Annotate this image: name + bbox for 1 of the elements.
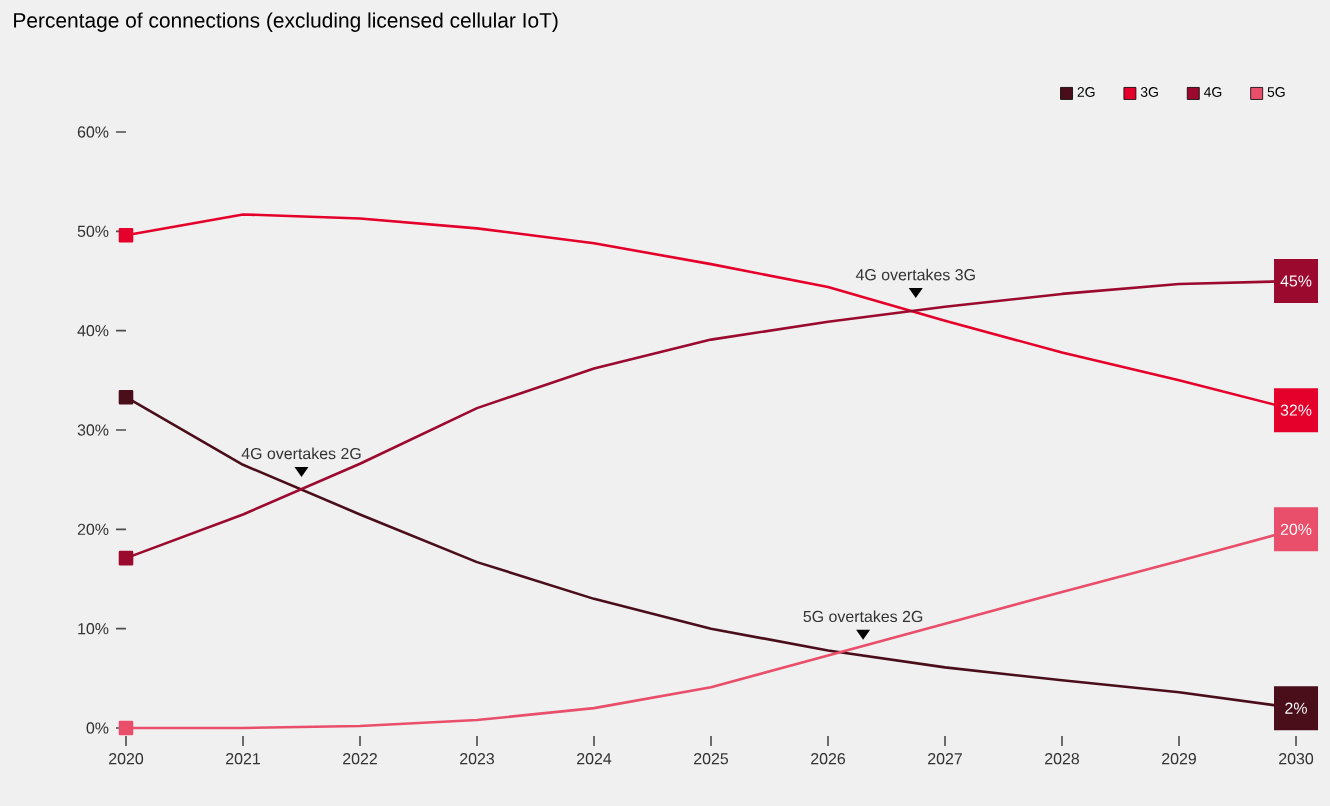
chart-title: Percentage of connections (excluding licensed cellular IoT) bbox=[14, 12, 558, 32]
